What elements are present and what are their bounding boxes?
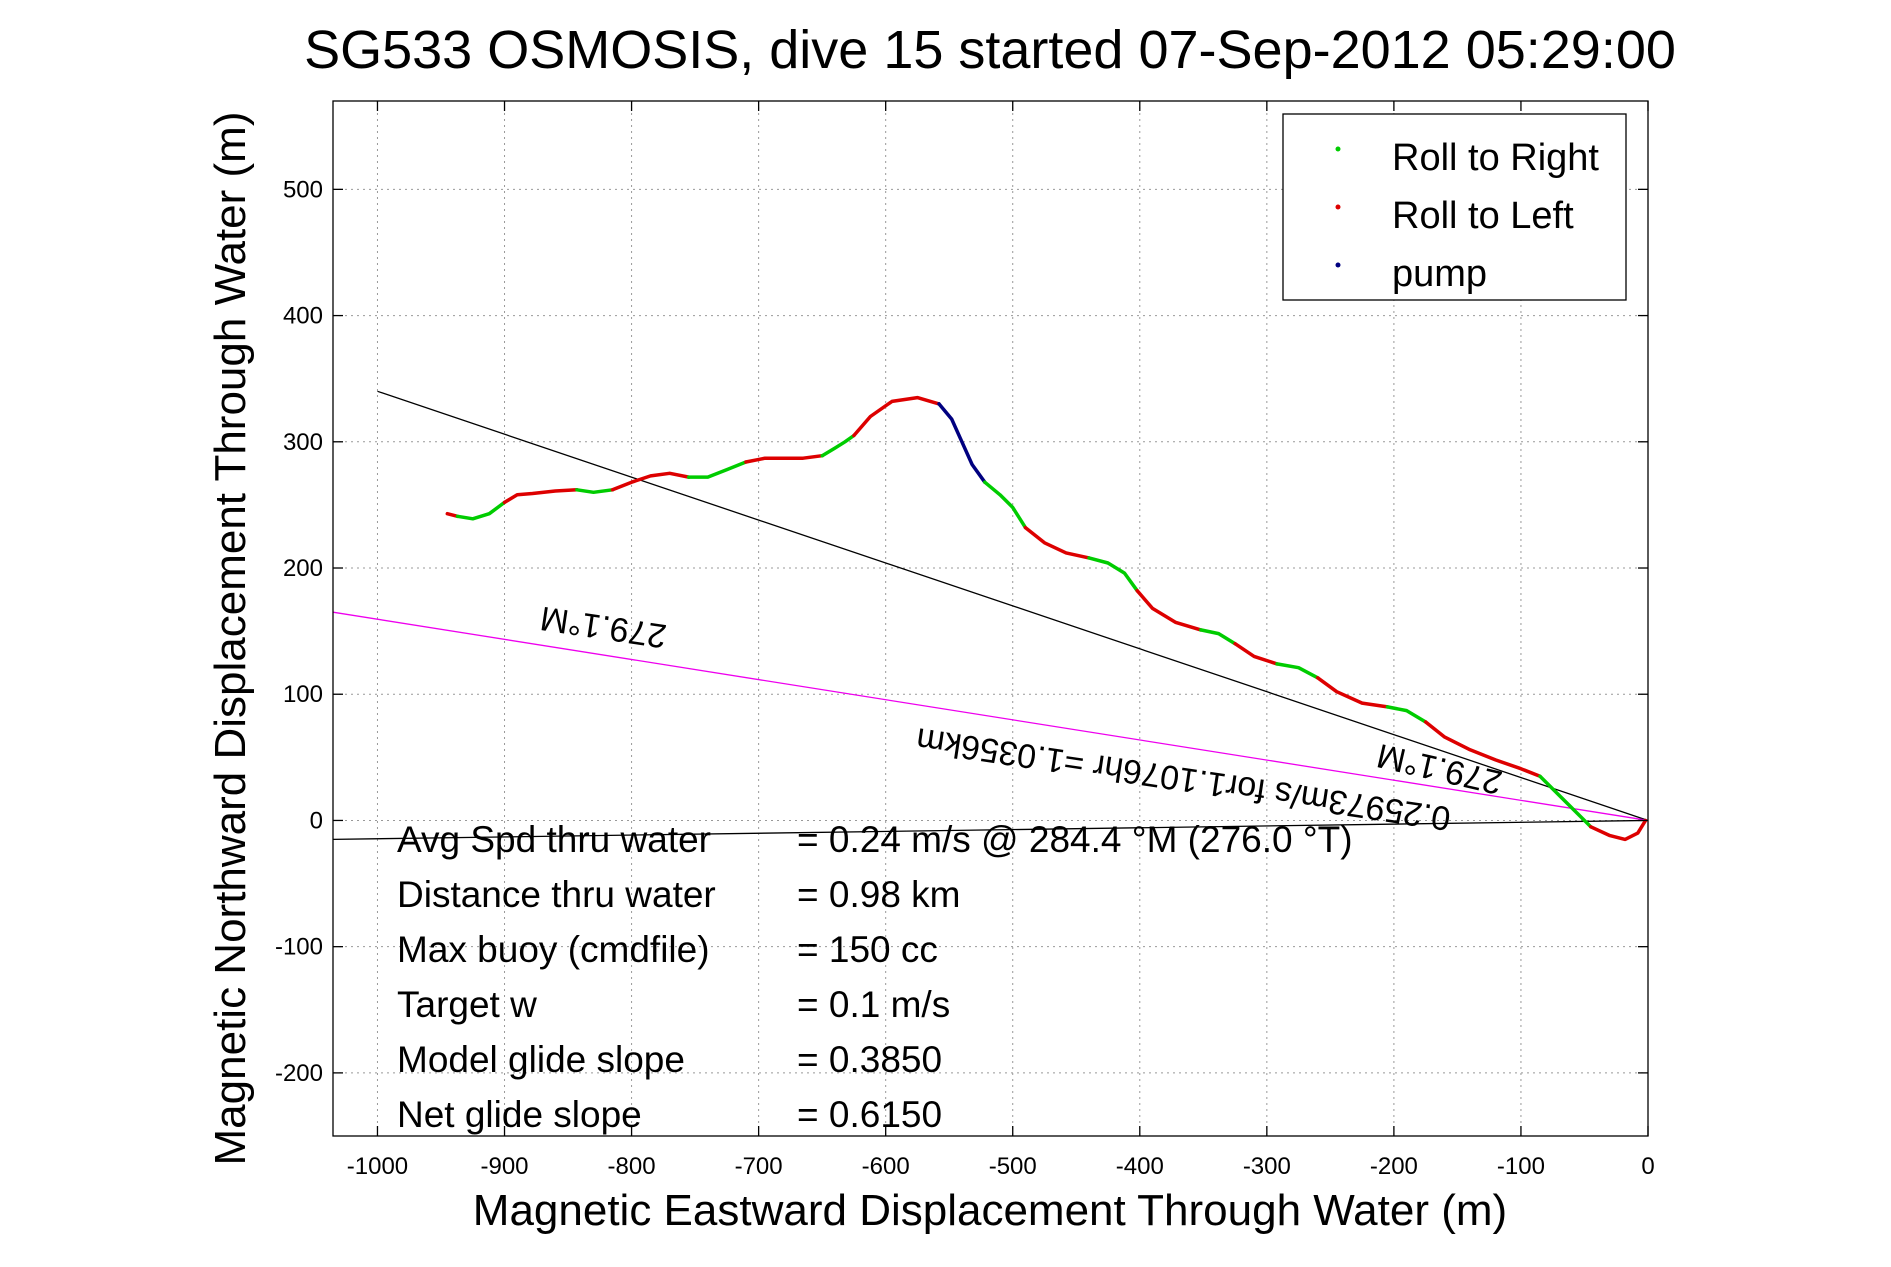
x-tick-label: -800 [608,1153,656,1180]
stat-label: Max buoy (cmdfile) [397,929,710,970]
chart-title: SG533 OSMOSIS, dive 15 started 07-Sep-20… [304,20,1676,80]
x-tick-label: -400 [1116,1153,1164,1180]
legend-marker [1335,146,1341,152]
legend-label: Roll to Right [1392,137,1599,179]
stat-label: Target w [397,984,537,1025]
stat-label: Distance thru water [397,874,716,915]
trajectory-series [445,395,1648,842]
legend-label: pump [1392,253,1487,295]
x-tick-label: 0 [1641,1153,1654,1180]
trajectory-segment-roll-to-left [1423,720,1542,779]
x-tick-label: -1000 [347,1153,408,1180]
stat-value: = 150 cc [797,929,938,970]
trajectory-segment-roll-to-right [686,460,748,479]
y-tick-label: 0 [310,807,323,834]
stat-value: = 0.1 m/s [797,984,950,1025]
trajectory-segment-roll-to-left [1315,676,1390,709]
trajectory-segment-roll-to-left [1023,525,1091,560]
trajectory-segment-roll-to-left [852,395,941,438]
x-tick-label: -700 [735,1153,783,1180]
stat-value: = 0.98 km [797,874,961,915]
trajectory-segment-roll-to-right [1385,705,1428,724]
x-tick-label: -300 [1243,1153,1291,1180]
x-tick-label: -900 [480,1153,528,1180]
heading-annotation-upper: 279.1°M [538,599,669,655]
stat-value: = 0.3850 [797,1039,942,1080]
trajectory-segment-roll-to-left [610,471,691,492]
y-tick-label: -200 [275,1060,323,1087]
trajectory-segment-roll-to-right [575,488,615,495]
legend-marker [1335,262,1341,268]
x-tick-label: -500 [989,1153,1037,1180]
legend-label: Roll to Left [1392,195,1574,237]
x-axis-label: Magnetic Eastward Displacement Through W… [473,1186,1507,1235]
dive-statistics: Avg Spd thru water = 0.24 m/s @ 284.4 °M … [397,819,1353,1135]
trajectory-segment-roll-to-right [455,500,507,521]
axis-ticks: -1000 -900 -800 -700 -600 -500 -400 -300 -200 -10… [275,101,1655,1180]
trajectory-segment-roll-to-left [1233,641,1279,666]
y-tick-label: 200 [283,555,323,582]
y-tick-label: 500 [283,176,323,203]
trajectory-segment-roll-to-right [1275,662,1320,680]
trajectory-segment-roll-to-left [744,453,824,464]
x-tick-label: -100 [1497,1153,1545,1180]
y-tick-label: 300 [283,429,323,456]
legend-entries: Roll to Right Roll to Left pump [1335,137,1599,295]
trajectory-segment-roll-to-left [502,488,579,505]
y-axis-label: Magnetic Northward Displacement Through … [206,112,255,1166]
stat-label: Avg Spd thru water [397,819,711,860]
trajectory-segment-roll-to-right [983,480,1028,530]
reference-lines [332,390,1649,841]
stat-value: = 0.6150 [797,1094,942,1135]
trajectory-segment-roll-to-left [445,511,460,519]
stat-label: Net glide slope [397,1094,642,1135]
trajectory-segment-roll-to-right [1199,628,1237,646]
chart-legend: Roll to Right Roll to Left pump [1282,113,1627,301]
glide-track-line [377,390,1649,822]
plot-frame [332,100,1649,1137]
x-tick-label: -200 [1370,1153,1418,1180]
current-heading-line [332,611,1649,822]
trajectory-segment-roll-to-right [1538,774,1593,829]
y-tick-label: 400 [283,303,323,330]
mean-velocity-line [332,819,1649,841]
y-tick-label: -100 [275,934,323,961]
trajectory-segment-pump [937,402,987,484]
stat-label: Model glide slope [397,1039,685,1080]
trajectory-segment-roll-to-right [1087,556,1139,593]
y-tick-label: 100 [283,681,323,708]
legend-marker [1335,204,1341,210]
x-tick-label: -600 [862,1153,910,1180]
trajectory-segment-roll-to-right [820,433,856,458]
trajectory-segment-roll-to-left [1589,818,1648,842]
trajectory-segment-roll-to-left [1135,588,1203,632]
stat-value: = 0.24 m/s @ 284.4 °M (276.0 °T) [797,819,1353,860]
